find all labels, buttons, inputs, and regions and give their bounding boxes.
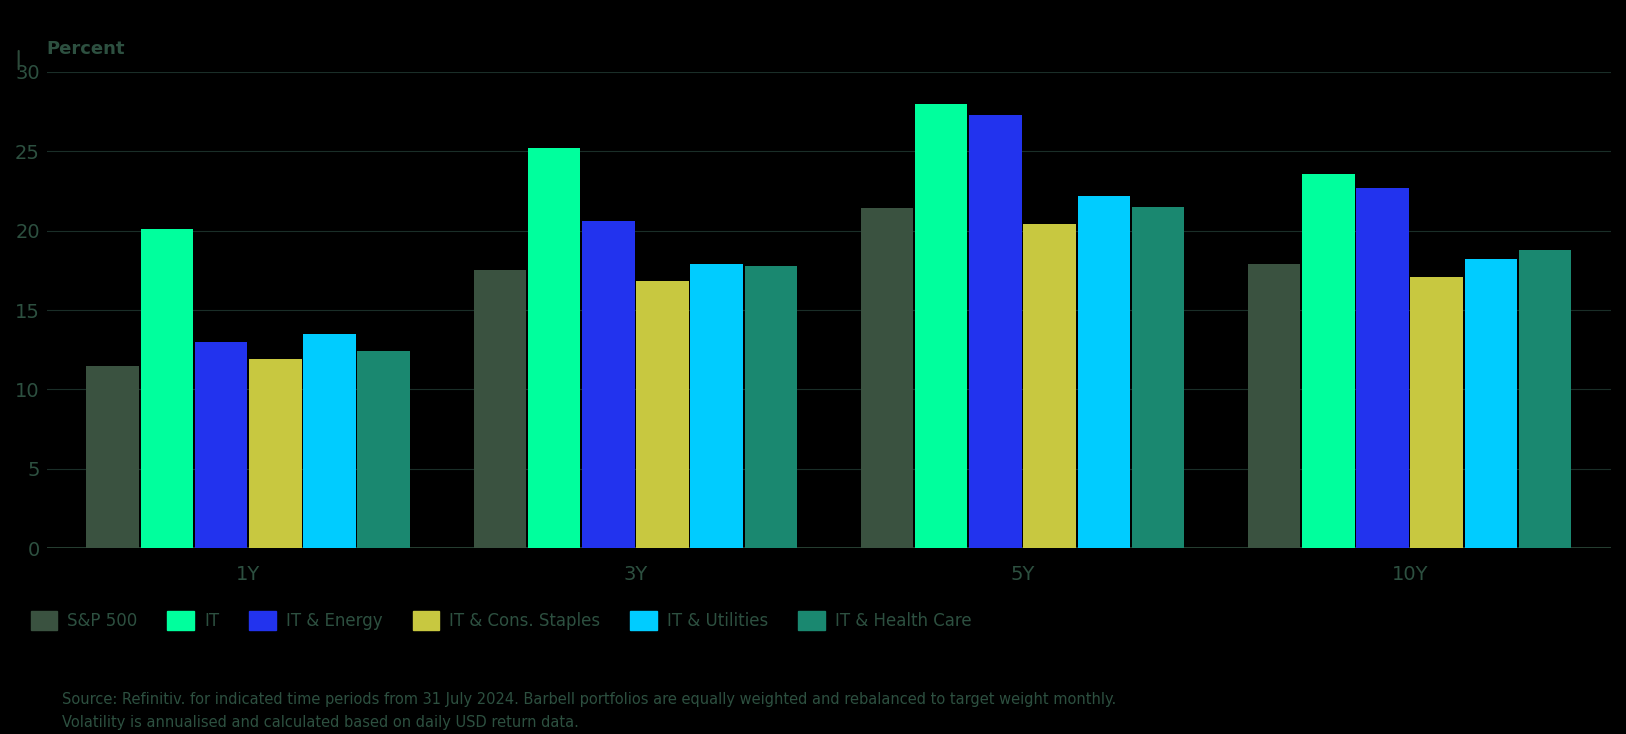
Bar <box>915 103 967 548</box>
Text: Source: Refinitiv. for indicated time periods from 31 July 2024. Barbell portfol: Source: Refinitiv. for indicated time pe… <box>62 692 1115 730</box>
Bar <box>302 334 356 548</box>
Bar <box>1247 264 1301 548</box>
Bar <box>969 115 1021 548</box>
Bar <box>86 366 138 548</box>
Bar <box>1356 188 1408 548</box>
Bar <box>860 208 914 548</box>
Bar <box>691 264 743 548</box>
Bar <box>473 270 527 548</box>
Bar <box>249 359 301 548</box>
Bar <box>636 282 689 548</box>
Bar <box>1078 196 1130 548</box>
Bar <box>1132 207 1184 548</box>
Bar <box>745 266 797 548</box>
Bar <box>1023 225 1076 548</box>
Bar <box>1302 173 1354 548</box>
Bar <box>528 148 580 548</box>
Bar <box>1465 259 1517 548</box>
Bar <box>140 229 193 548</box>
Bar <box>195 342 247 548</box>
Bar <box>1410 277 1463 548</box>
Text: Percent: Percent <box>47 40 125 58</box>
Bar <box>358 352 410 548</box>
Bar <box>1519 250 1571 548</box>
Bar <box>582 221 634 548</box>
Legend: S&P 500, IT, IT & Energy, IT & Cons. Staples, IT & Utilities, IT & Health Care: S&P 500, IT, IT & Energy, IT & Cons. Sta… <box>24 604 979 636</box>
